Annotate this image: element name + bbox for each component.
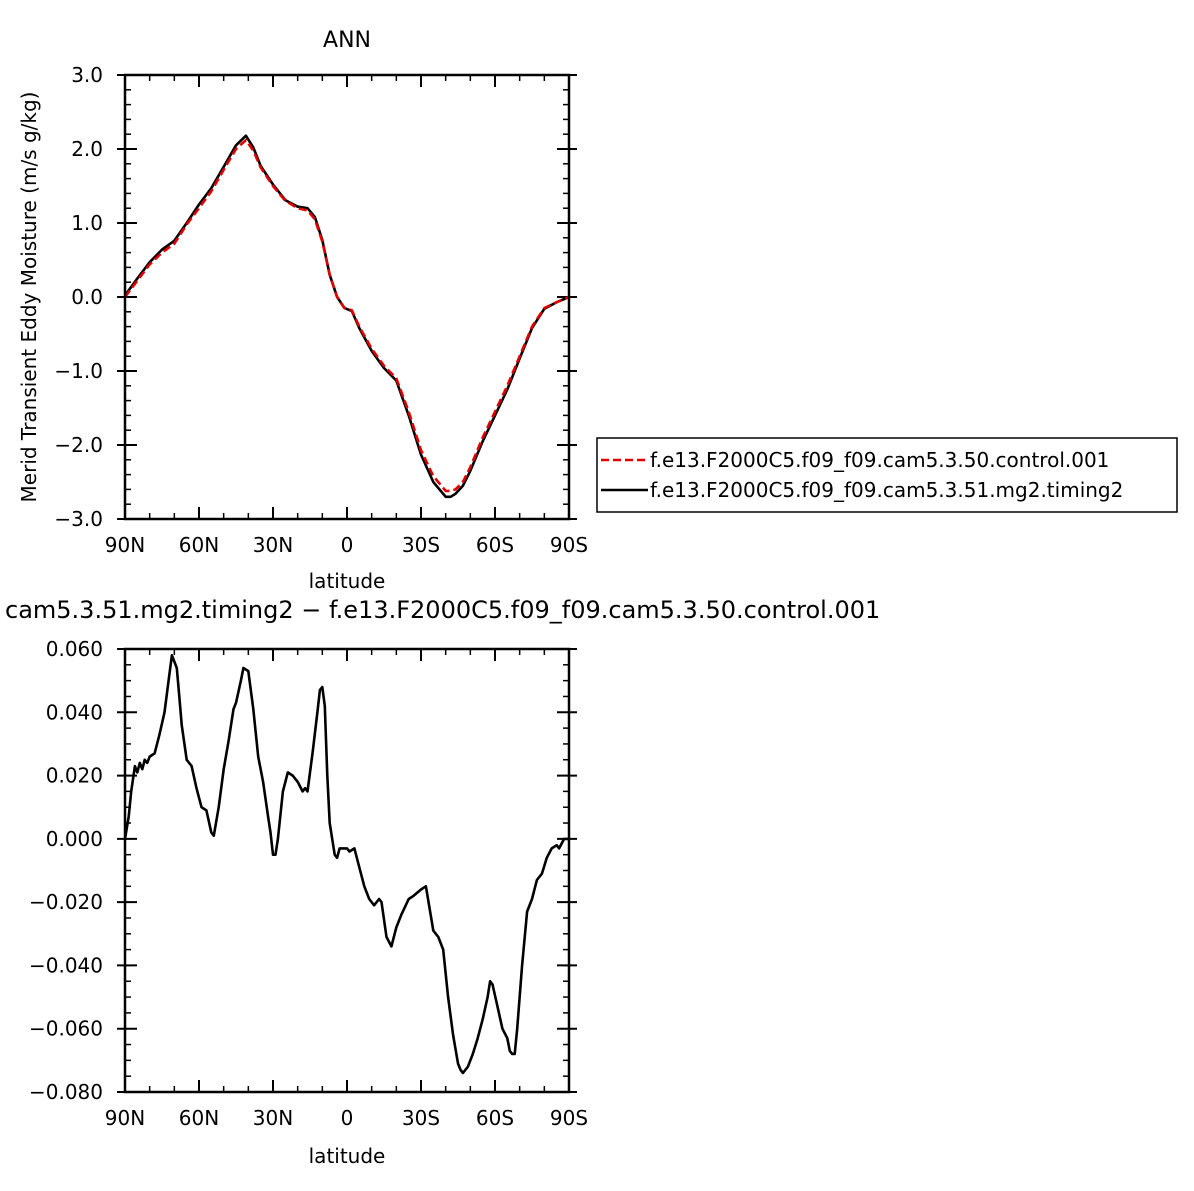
y-tick-label: 1.0 <box>71 211 103 235</box>
x-tick-label: 90N <box>105 1106 145 1130</box>
x-tick-label: 30S <box>402 1106 440 1130</box>
bottom-title: cam5.3.51.mg2.timing2 − f.e13.F2000C5.f0… <box>5 596 880 624</box>
y-tick-label: −0.080 <box>29 1080 103 1104</box>
x-tick-label: 60N <box>179 1106 219 1130</box>
top-series <box>123 134 570 499</box>
top-panel: ANN 90N 60N 30N 0 30S 60S 90S 3.0 2.0 1.0 0.0 −1.0 −… <box>17 28 588 593</box>
bottom-plot-frame <box>123 647 571 1094</box>
y-tick-label: 0.0 <box>71 285 103 309</box>
series-line-0-0 <box>123 138 570 493</box>
legend-box <box>596 437 1178 513</box>
top-x-axis-label: latitude <box>309 569 386 593</box>
y-tick-label: −1.0 <box>54 359 103 383</box>
x-tick-label: 60N <box>179 533 219 557</box>
top-ticks: 90N 60N 30N 0 30S 60S 90S 3.0 2.0 1.0 0.0 −1.0 −2.0 −… <box>54 63 588 557</box>
bottom-series <box>123 653 569 1075</box>
legend-label-timing2: f.e13.F2000C5.f09_f09.cam5.3.51.mg2.timi… <box>650 478 1123 502</box>
top-y-axis-label: Merid Transient Eddy Moisture (m/s g/kg) <box>17 92 41 503</box>
bottom-panel: cam5.3.51.mg2.timing2 − f.e13.F2000C5.f0… <box>5 596 880 1168</box>
legend: f.e13.F2000C5.f09_f09.cam5.3.50.control.… <box>596 437 1178 513</box>
y-tick-label: −0.020 <box>29 890 103 914</box>
series-line-0-1 <box>123 134 570 499</box>
x-tick-label: 90S <box>550 533 588 557</box>
x-tick-label: 0 <box>341 533 354 557</box>
y-tick-label: −0.060 <box>29 1017 103 1041</box>
y-tick-label: 2.0 <box>71 137 103 161</box>
y-tick-label: −0.040 <box>29 953 103 977</box>
x-tick-label: 60S <box>476 1106 514 1130</box>
top-title: ANN <box>323 28 371 53</box>
series-line-1-0 <box>123 653 569 1075</box>
y-tick-label: −3.0 <box>54 507 103 531</box>
top-plot-frame <box>123 73 571 521</box>
x-tick-label: 0 <box>341 1106 354 1130</box>
x-tick-label: 30N <box>253 533 293 557</box>
x-tick-label: 30N <box>253 1106 293 1130</box>
y-tick-label: −2.0 <box>54 433 103 457</box>
x-tick-label: 60S <box>476 533 514 557</box>
y-tick-label: 3.0 <box>71 63 103 87</box>
x-tick-label: 30S <box>402 533 440 557</box>
x-tick-label: 90S <box>550 1106 588 1130</box>
y-tick-label: 0.040 <box>46 700 103 724</box>
y-tick-label: 0.000 <box>46 827 103 851</box>
y-tick-label: 0.060 <box>46 637 103 661</box>
y-tick-label: 0.020 <box>46 764 103 788</box>
legend-label-control: f.e13.F2000C5.f09_f09.cam5.3.50.control.… <box>650 448 1109 472</box>
bottom-ticks: 90N 60N 30N 0 30S 60S 90S 0.060 0.040 0.020 0.000 −… <box>29 637 588 1130</box>
x-tick-label: 90N <box>105 533 145 557</box>
bottom-x-axis-label: latitude <box>309 1144 386 1168</box>
